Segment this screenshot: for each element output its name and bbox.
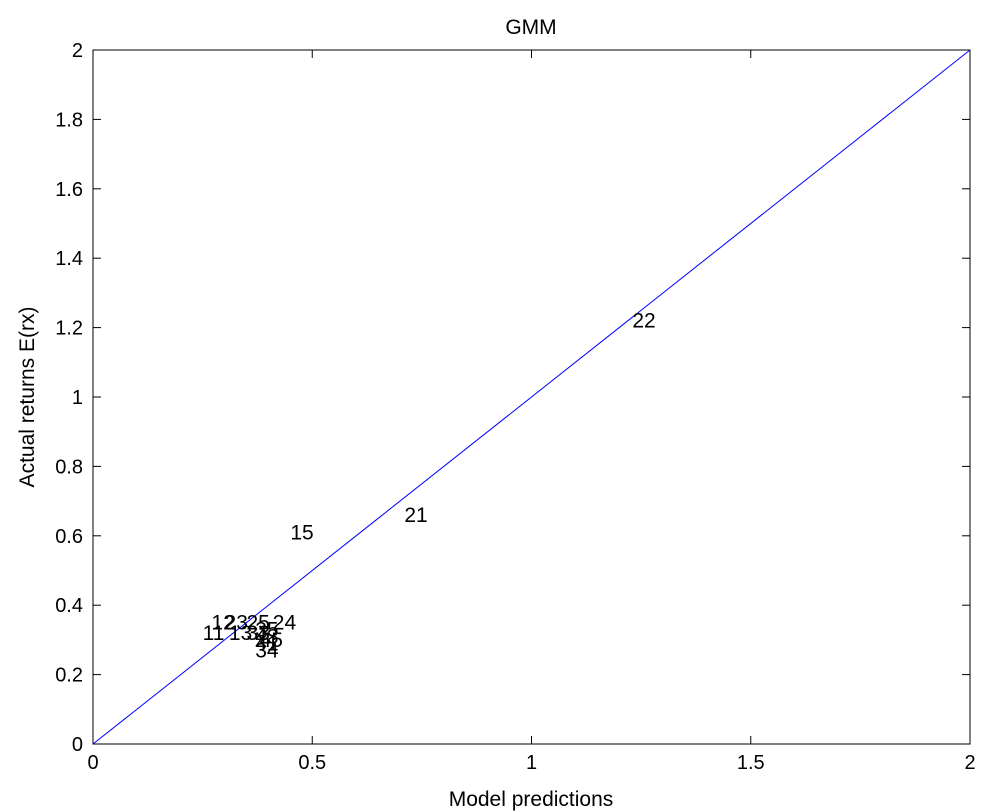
y-tick-label: 0.6 xyxy=(55,526,83,548)
x-tick-labels: 0 0.5 1 1.5 2 xyxy=(87,752,975,774)
y-tick-label: 0.2 xyxy=(55,665,83,687)
point-label-22: 22 xyxy=(632,310,655,333)
y-tick-label: 1.2 xyxy=(55,318,83,340)
x-axis-title: Model predictions xyxy=(449,788,614,811)
point-label-11: 11 xyxy=(203,622,225,645)
y-tick-label: 0.8 xyxy=(55,456,83,478)
point-label-21: 21 xyxy=(404,504,427,527)
x-tick-label: 0 xyxy=(87,752,98,774)
y-tick-label: 2 xyxy=(72,40,83,62)
point-label-12: 12 xyxy=(211,612,234,635)
y-tick-label: 1.4 xyxy=(55,248,83,270)
x-tick-label: 0.5 xyxy=(298,752,326,774)
point-label-23: 23 xyxy=(225,612,248,635)
y-tick-label: 0.4 xyxy=(55,595,83,617)
point-label-35: 35 xyxy=(255,618,278,641)
point-label-13: 13 xyxy=(229,622,252,645)
x-tick-label: 1.5 xyxy=(737,752,765,774)
point-label-45: 45 xyxy=(260,629,283,652)
point-label-41: 41 xyxy=(255,632,278,655)
x-tick-label: 1 xyxy=(526,752,537,774)
reference-line xyxy=(92,49,971,745)
y-tick-label: 1.6 xyxy=(55,179,83,201)
y-tick-label: 1.8 xyxy=(55,109,83,131)
y-tick-labels: 0 0.2 0.4 0.6 0.8 1 1.2 1.4 1.6 1.8 2 xyxy=(55,40,83,756)
point-label-43: 43 xyxy=(255,625,278,648)
chart-title: GMM xyxy=(505,16,556,39)
y-axis-title: Actual returns E(rx) xyxy=(16,307,39,488)
axis-ticks xyxy=(92,49,971,745)
point-label-25: 25 xyxy=(246,612,269,635)
point-label-34: 34 xyxy=(255,639,279,662)
point-label-33: 33 xyxy=(246,622,269,645)
point-label-24: 24 xyxy=(273,612,297,635)
point-label-15: 15 xyxy=(290,521,313,544)
y-tick-label: 0 xyxy=(72,734,83,756)
y-tick-label: 1 xyxy=(72,387,83,409)
x-tick-label: 2 xyxy=(964,752,975,774)
